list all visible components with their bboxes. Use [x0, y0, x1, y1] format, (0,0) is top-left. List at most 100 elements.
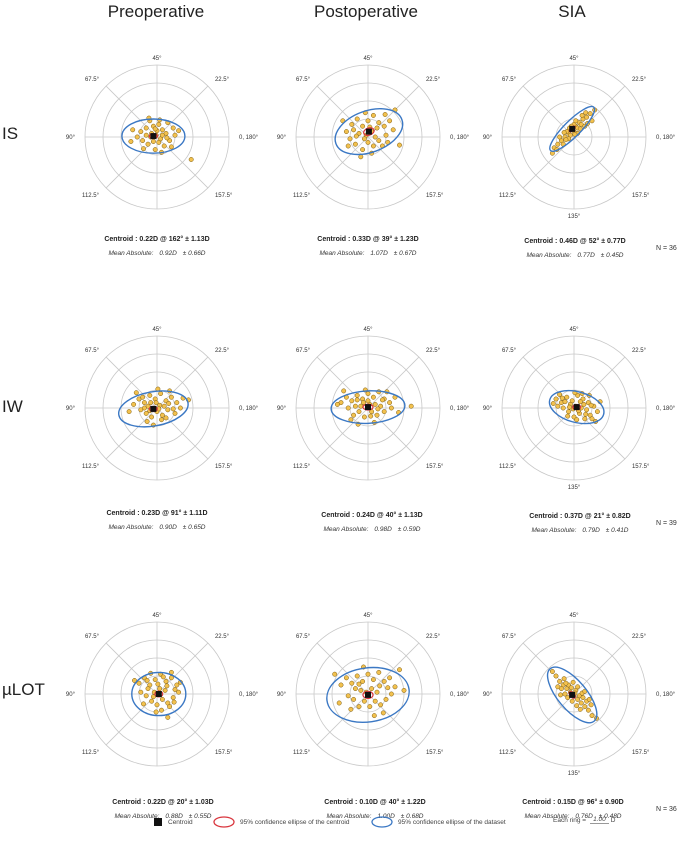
data-point	[375, 406, 381, 412]
data-point	[152, 677, 158, 683]
axis-label-a157: 157.5°	[632, 193, 650, 199]
stats-iw-sia: Centroid : 0.37D @ 21° ± 0.82D Mean Abso…	[470, 513, 685, 534]
data-point	[566, 409, 572, 415]
centroid-marker	[365, 128, 372, 135]
data-point	[561, 676, 567, 682]
data-point	[360, 123, 366, 129]
data-point	[159, 696, 165, 702]
dataset-ellipse	[548, 389, 605, 425]
data-point	[153, 400, 159, 406]
dataset-ellipse	[334, 108, 404, 156]
data-point	[374, 412, 380, 418]
data-point	[170, 695, 176, 701]
data-point	[372, 134, 378, 140]
data-point	[581, 401, 587, 407]
centroid-marker	[150, 133, 157, 140]
data-point	[356, 704, 362, 710]
mean-value: 1.07D	[370, 250, 388, 257]
data-point	[131, 401, 137, 407]
axis-label-a0: 0, 180°	[239, 692, 259, 698]
data-point	[160, 674, 166, 680]
axis-label-a22: 22.5°	[426, 77, 441, 83]
data-point	[345, 693, 351, 699]
data-point	[349, 680, 355, 686]
data-point	[370, 677, 376, 683]
data-point	[161, 143, 167, 149]
data-point	[550, 401, 556, 406]
data-point	[568, 685, 574, 691]
dataset-ellipse	[121, 118, 186, 154]
data-point	[585, 707, 591, 713]
data-point	[367, 704, 373, 710]
data-point	[172, 687, 178, 692]
mean-value: 1.00D	[377, 813, 395, 820]
axis-label-a45: 45°	[152, 327, 162, 333]
axis-label-a45: 45°	[569, 327, 579, 333]
centroid-marker	[573, 404, 580, 411]
centroid-marker	[155, 691, 162, 697]
axis-label-a0: 0, 180°	[450, 692, 470, 698]
data-point	[383, 132, 389, 138]
data-point	[140, 138, 146, 144]
data-point	[387, 400, 393, 406]
data-point	[140, 394, 146, 400]
data-point	[166, 401, 172, 406]
row-label-iw: IW	[2, 397, 23, 416]
mean-sd: ± 0.66D	[182, 250, 206, 257]
n-label-iw: N = 39	[656, 520, 677, 527]
data-point	[162, 687, 168, 693]
axis-label-a22: 22.5°	[215, 634, 230, 640]
data-point	[580, 695, 586, 701]
data-point	[172, 132, 178, 138]
spoke-225	[105, 407, 158, 460]
mean-sd: ± 0.55D	[188, 813, 212, 820]
stats-is-sia: Centroid : 0.46D @ 52° ± 0.77D Mean Abso…	[465, 238, 685, 259]
data-point	[163, 415, 169, 421]
dataset-ellipse	[549, 105, 596, 152]
axis-label-a135: 135°	[568, 771, 581, 777]
mean-label: Mean Absolute:	[524, 813, 570, 820]
data-point	[356, 409, 362, 415]
legend-item-centroid: Centroid	[152, 816, 193, 828]
centroid-marker	[365, 404, 371, 411]
mean-sd: ± 0.65D	[182, 524, 206, 531]
legend-centroid-ellipse-label: 95% confidence ellipse of the centroid	[240, 818, 350, 826]
axis-label-a67: 67.5°	[296, 634, 311, 640]
mean-label: Mean Absolute:	[526, 252, 572, 259]
spoke-315	[573, 407, 626, 460]
data-point	[401, 687, 407, 693]
data-point	[381, 409, 387, 415]
spoke-315	[573, 136, 626, 189]
dataset-ellipse	[330, 390, 406, 425]
data-point	[555, 141, 561, 147]
data-point	[586, 696, 592, 702]
centroid-value: 0.24D @ 40° ± 1.13D	[356, 512, 423, 519]
data-point	[559, 395, 565, 401]
data-point	[589, 416, 595, 422]
data-point	[164, 135, 170, 141]
data-point	[582, 704, 588, 710]
legend-item-ring-scale: Each ring = 1.00 D	[553, 816, 615, 824]
data-point	[144, 419, 150, 424]
mean-label: Mean Absolute:	[319, 250, 365, 257]
data-point	[588, 702, 594, 708]
mean-value: 0.76D	[575, 813, 593, 820]
data-point	[365, 398, 371, 404]
centroid-ellipse	[362, 690, 374, 700]
data-point	[163, 678, 169, 684]
spoke-225	[316, 136, 369, 189]
stats-ulot-pre: Centroid : 0.22D @ 20° ± 1.03D Mean Abso…	[53, 799, 273, 820]
axis-label-a112: 112.5°	[499, 750, 517, 756]
data-point	[564, 394, 570, 400]
data-point	[387, 118, 393, 124]
data-point	[149, 698, 155, 704]
data-point	[379, 397, 385, 403]
data-point	[561, 130, 567, 135]
data-point	[170, 406, 176, 412]
data-point	[354, 392, 360, 398]
axis-label-a22: 22.5°	[632, 77, 647, 83]
data-point	[388, 405, 394, 411]
n-label-is: N = 36	[656, 245, 677, 252]
data-point	[584, 407, 590, 413]
